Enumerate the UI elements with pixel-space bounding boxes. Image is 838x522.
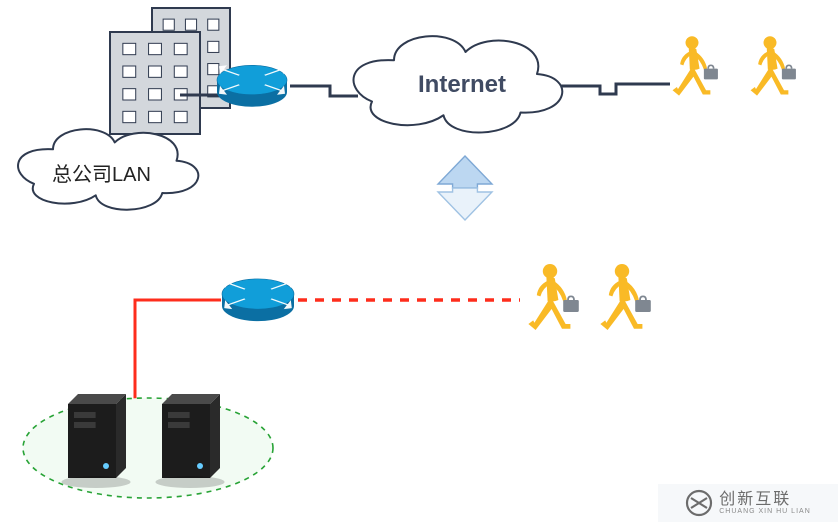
transition-arrow [438, 156, 492, 220]
hq-lan-label: 总公司LAN [52, 158, 151, 187]
building [110, 32, 200, 134]
line-net-users1 [560, 84, 670, 94]
watermark: 创新互联 CHUANG XIN HU LIAN [658, 484, 838, 522]
p-top-1 [673, 36, 718, 95]
internet-label: Internet [418, 71, 506, 99]
server-zone [23, 398, 273, 498]
p-top-2 [751, 36, 796, 95]
p-bot-2 [600, 264, 650, 330]
p-bot-1 [528, 264, 578, 330]
router-bottom [222, 279, 294, 321]
watermark-en: CHUANG XIN HU LIAN [719, 508, 811, 515]
line-router1-net [290, 86, 358, 96]
router-top [217, 65, 287, 106]
watermark-zh: 创新互联 [719, 492, 811, 508]
line-router2-down [135, 300, 221, 400]
watermark-logo [685, 489, 713, 517]
